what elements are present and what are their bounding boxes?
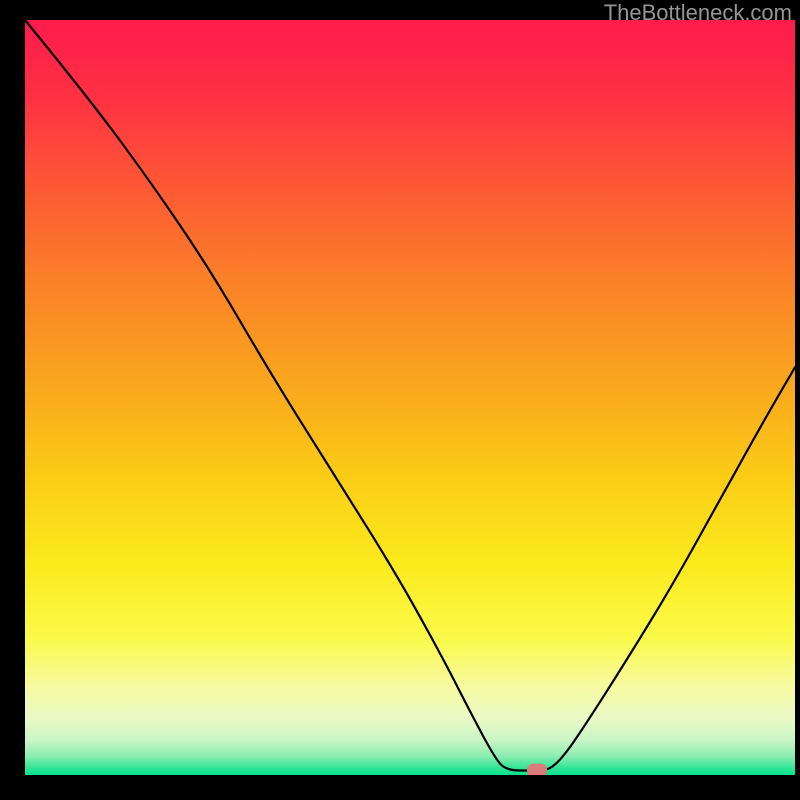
chart-background xyxy=(25,20,795,775)
bottleneck-chart xyxy=(0,0,800,800)
chart-wrapper: TheBottleneck.com xyxy=(0,0,800,800)
